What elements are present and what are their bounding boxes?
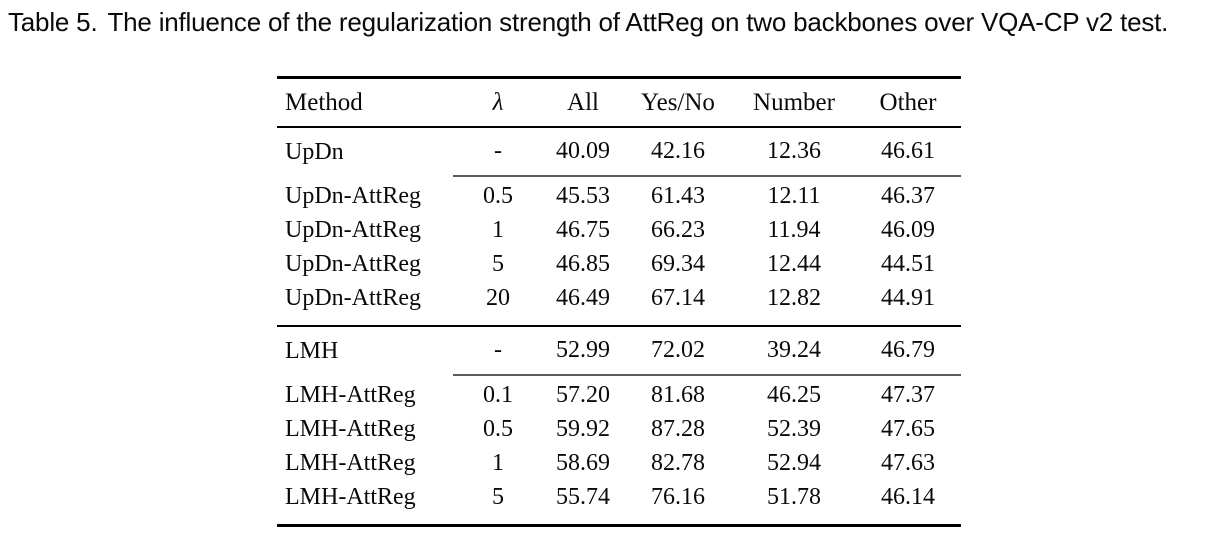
table-body: UpDn -40.09 42.16 12.36 46.61 UpDn-AttReg 0.5 4… — [277, 127, 961, 526]
table-row: UpDn-AttReg 0.5 45.53 61.43 12.11 46.37 — [277, 176, 961, 213]
value-cell: 20 — [453, 281, 543, 327]
value-cell: - — [453, 127, 543, 177]
value-cell: 47.65 — [881, 416, 935, 442]
value-cell: 1 — [492, 217, 504, 243]
method-cell: UpDn-AttReg — [285, 182, 421, 209]
value-cell: - — [453, 326, 543, 376]
value-cell: 1 — [492, 450, 504, 476]
value-cell: 46.09 — [881, 217, 935, 243]
value-cell: 0.1 — [483, 382, 513, 408]
column-header: All — [543, 77, 623, 128]
value-cell: 52.39 — [767, 416, 821, 442]
value-cell: 46.61 — [855, 127, 961, 177]
value-cell: 46.14 — [881, 484, 935, 510]
caption-text: The influence of the regularization stre… — [107, 7, 1169, 37]
method-cell: UpDn-AttReg — [285, 217, 421, 243]
column-header: Yes/No — [623, 77, 733, 128]
column-header: λ — [453, 77, 543, 128]
value-cell: 12.36 — [733, 127, 855, 177]
value-cell: 46.49 — [543, 281, 623, 327]
value-cell: 46.37 — [881, 183, 935, 209]
value-cell: 69.34 — [651, 251, 705, 277]
value-cell: 66.23 — [651, 217, 705, 243]
value-cell: 51.78 — [767, 484, 821, 510]
value-cell: 72.02 — [623, 326, 733, 376]
caption-label: Table 5. — [8, 7, 98, 37]
table-row: LMH-AttReg 1 58.69 82.78 52.94 47.63 — [277, 446, 961, 480]
value-cell: 12.11 — [767, 183, 821, 209]
value-cell: 5 — [492, 484, 504, 510]
value-cell: 57.20 — [556, 382, 610, 408]
value-cell: 46.85 — [556, 251, 610, 277]
value-cell: 5 — [492, 251, 504, 277]
value-cell: 82.78 — [651, 450, 705, 476]
method-cell: UpDn — [285, 138, 344, 165]
value-cell: 42.16 — [623, 127, 733, 177]
value-cell: 47.37 — [881, 382, 935, 408]
results-table-wrap: Method λ All Yes/No Number Other UpDn -40.09 42… — [277, 76, 961, 527]
header-row: Method λ All Yes/No Number Other — [277, 77, 961, 128]
method-cell: UpDn-AttReg — [277, 281, 453, 327]
table-row: UpDn-AttReg 1 46.75 66.23 11.94 46.09 — [277, 213, 961, 247]
table-caption: Table 5. The influence of the regularizat… — [8, 6, 1220, 38]
value-cell: 52.99 — [543, 326, 623, 376]
method-cell: LMH-AttReg — [285, 416, 416, 442]
table-row: UpDn-AttReg 5 46.85 69.34 12.44 44.51 — [277, 247, 961, 281]
value-cell: 45.53 — [556, 183, 610, 209]
value-cell: 81.68 — [651, 382, 705, 408]
value-cell: 58.69 — [556, 450, 610, 476]
table-row: UpDn-AttReg 20 46.49 67.14 12.82 44.91 — [277, 281, 961, 327]
column-header: Method — [277, 77, 453, 128]
value-cell: 76.16 — [651, 484, 705, 510]
value-cell: 12.82 — [733, 281, 855, 327]
value-cell: 44.51 — [881, 251, 935, 277]
value-cell: 46.75 — [556, 217, 610, 243]
value-cell: 0.5 — [483, 416, 513, 442]
table-row: LMH-AttReg 0.5 59.92 87.28 52.39 47.65 — [277, 412, 961, 446]
method-cell: LMH — [285, 337, 339, 364]
table-row: LMH-AttReg 0.1 57.20 81.68 46.25 47.37 — [277, 375, 961, 412]
method-cell: LMH-AttReg — [285, 381, 416, 408]
value-cell: 12.44 — [767, 251, 821, 277]
value-cell: 46.25 — [767, 382, 821, 408]
value-cell: 47.63 — [881, 450, 935, 476]
value-cell: 39.24 — [733, 326, 855, 376]
value-cell: 0.5 — [483, 183, 513, 209]
value-cell: 67.14 — [623, 281, 733, 327]
value-cell: 44.91 — [855, 281, 961, 327]
table-row: LMH -52.99 72.02 39.24 46.79 — [277, 326, 961, 376]
method-cell: UpDn-AttReg — [285, 251, 421, 277]
column-header: Number — [733, 77, 855, 128]
value-cell: 61.43 — [651, 183, 705, 209]
method-cell: LMH-AttReg — [285, 450, 416, 476]
value-cell: 52.94 — [767, 450, 821, 476]
value-cell: 87.28 — [651, 416, 705, 442]
value-cell: 11.94 — [767, 217, 821, 243]
column-header: Other — [855, 77, 961, 128]
table-row: UpDn -40.09 42.16 12.36 46.61 — [277, 127, 961, 177]
table-row: LMH-AttReg 5 55.74 76.16 51.78 46.14 — [277, 480, 961, 526]
value-cell: 55.74 — [556, 484, 610, 510]
method-cell: LMH-AttReg — [285, 484, 416, 510]
value-cell: 59.92 — [556, 416, 610, 442]
results-table: Method λ All Yes/No Number Other UpDn -40.09 42… — [277, 76, 961, 527]
value-cell: 40.09 — [543, 127, 623, 177]
table-head: Method λ All Yes/No Number Other — [277, 77, 961, 128]
value-cell: 46.79 — [855, 326, 961, 376]
